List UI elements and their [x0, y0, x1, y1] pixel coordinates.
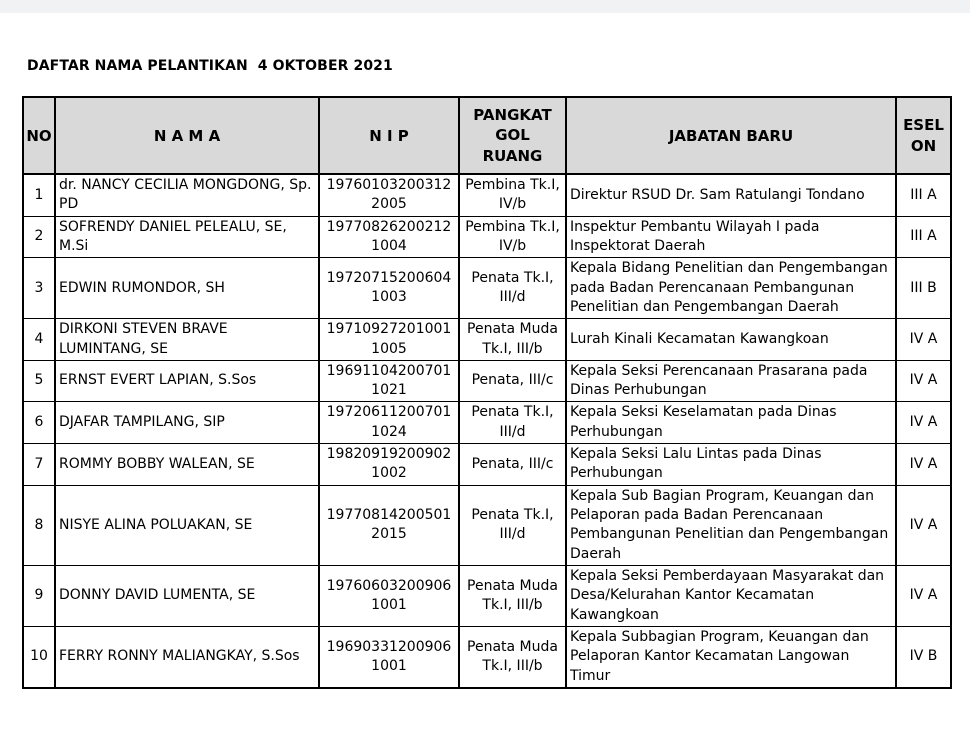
column-header-no: NO	[22, 96, 56, 175]
cell-eselon: III A	[895, 173, 952, 217]
table-row: 1 dr. NANCY CECILIA MONGDONG, Sp. PD 197…	[22, 173, 952, 217]
table-row: 4 DIRKONI STEVEN BRAVE LUMINTANG, SE 197…	[22, 318, 952, 361]
cell-nip: 19770826200212 1004	[318, 215, 460, 259]
cell-pangkat: Pembina Tk.I, IV/b	[458, 215, 567, 259]
column-header-pangkat-label: PANGKAT GOL RUANG	[473, 106, 552, 165]
cell-nama: DIRKONI STEVEN BRAVE LUMINTANG, SE	[54, 318, 320, 361]
cell-nama: DJAFAR TAMPILANG, SIP	[54, 401, 320, 445]
table-row: 3 EDWIN RUMONDOR, SH 19720715200604 1003…	[22, 257, 952, 320]
cell-eselon: IV A	[895, 443, 952, 486]
cell-jabatan: Kepala Subbagian Program, Keuangan dan P…	[565, 625, 897, 689]
cell-no: 4	[22, 318, 56, 361]
cell-no: 8	[22, 484, 56, 566]
cell-no: 5	[22, 359, 56, 403]
cell-pangkat: Penata Tk.I, III/d	[458, 257, 567, 320]
table-row: 6 DJAFAR TAMPILANG, SIP 19720611200701 1…	[22, 401, 952, 445]
cell-no: 9	[22, 564, 56, 627]
cell-pangkat: Penata Tk.I, III/d	[458, 401, 567, 445]
cell-nip: 19691104200701 1021	[318, 359, 460, 403]
cell-nip: 19720715200604 1003	[318, 257, 460, 320]
cell-jabatan: Kepala Seksi Pemberdayaan Masyarakat dan…	[565, 564, 897, 627]
cell-pangkat: Penata Tk.I, III/d	[458, 484, 567, 566]
cell-pangkat: Pembina Tk.I, IV/b	[458, 173, 567, 217]
cell-nama: EDWIN RUMONDOR, SH	[54, 257, 320, 320]
cell-nama: DONNY DAVID LUMENTA, SE	[54, 564, 320, 627]
cell-no: 3	[22, 257, 56, 320]
cell-nip: 19710927201001 1005	[318, 318, 460, 361]
cell-eselon: IV A	[895, 564, 952, 627]
cell-jabatan: Kepala Seksi Lalu Lintas pada Dinas Perh…	[565, 443, 897, 486]
pelantikan-table: NO N A M A N I P PANGKAT GOL RUANG JABAT…	[22, 96, 952, 689]
cell-no: 7	[22, 443, 56, 486]
cell-jabatan: Kepala Seksi Keselamatan pada Dinas Perh…	[565, 401, 897, 445]
table-row: 2 SOFRENDY DANIEL PELEALU, SE, M.Si 1977…	[22, 215, 952, 259]
table-row: 5 ERNST EVERT LAPIAN, S.Sos 196911042007…	[22, 359, 952, 403]
cell-jabatan: Inspektur Pembantu Wilayah I pada Inspek…	[565, 215, 897, 259]
cell-jabatan: Lurah Kinali Kecamatan Kawangkoan	[565, 318, 897, 361]
column-header-nama: N A M A	[54, 96, 320, 175]
column-header-eselon: ESELON	[895, 96, 952, 175]
cell-eselon: IV A	[895, 318, 952, 361]
cell-nama: SOFRENDY DANIEL PELEALU, SE, M.Si	[54, 215, 320, 259]
cell-nip: 19760103200312 2005	[318, 173, 460, 217]
column-header-nama-label: N A M A	[153, 126, 221, 145]
column-header-nip: N I P	[318, 96, 460, 175]
cell-eselon: IV A	[895, 401, 952, 445]
page-title: DAFTAR NAMA PELANTIKAN 4 OKTOBER 2021	[27, 58, 393, 74]
cell-jabatan: Kepala Bidang Penelitian dan Pengembanga…	[565, 257, 897, 320]
column-header-jabatan: JABATAN BARU	[565, 96, 897, 175]
cell-jabatan: Direktur RSUD Dr. Sam Ratulangi Tondano	[565, 173, 897, 217]
column-header-eselon-label: ESELON	[903, 116, 944, 155]
column-header-jabatan-label: JABATAN BARU	[668, 126, 794, 145]
cell-eselon: IV A	[895, 484, 952, 566]
table-row: 9 DONNY DAVID LUMENTA, SE 19760603200906…	[22, 564, 952, 627]
table-row: 7 ROMMY BOBBY WALEAN, SE 19820919200902 …	[22, 443, 952, 486]
cell-no: 1	[22, 173, 56, 217]
window-top-strip	[0, 0, 970, 13]
table-row: 8 NISYE ALINA POLUAKAN, SE 1977081420050…	[22, 484, 952, 566]
cell-nip: 19720611200701 1024	[318, 401, 460, 445]
cell-pangkat: Penata Muda Tk.I, III/b	[458, 318, 567, 361]
cell-nip: 19820919200902 1002	[318, 443, 460, 486]
table-row: 10 FERRY RONNY MALIANGKAY, S.Sos 1969033…	[22, 625, 952, 689]
cell-no: 10	[22, 625, 56, 689]
cell-eselon: IV B	[895, 625, 952, 689]
cell-jabatan: Kepala Seksi Perencanaan Prasarana pada …	[565, 359, 897, 403]
cell-nip: 19770814200501 2015	[318, 484, 460, 566]
cell-no: 6	[22, 401, 56, 445]
cell-nip: 19760603200906 1001	[318, 564, 460, 627]
cell-eselon: III A	[895, 215, 952, 259]
cell-nama: ROMMY BOBBY WALEAN, SE	[54, 443, 320, 486]
cell-nip: 19690331200906 1001	[318, 625, 460, 689]
column-header-no-label: NO	[26, 126, 52, 145]
table-header-row: NO N A M A N I P PANGKAT GOL RUANG JABAT…	[22, 96, 952, 175]
column-header-pangkat: PANGKAT GOL RUANG	[458, 96, 567, 175]
cell-nama: ERNST EVERT LAPIAN, S.Sos	[54, 359, 320, 403]
cell-pangkat: Penata, III/c	[458, 359, 567, 403]
cell-nama: FERRY RONNY MALIANGKAY, S.Sos	[54, 625, 320, 689]
cell-pangkat: Penata Muda Tk.I, III/b	[458, 564, 567, 627]
cell-nama: dr. NANCY CECILIA MONGDONG, Sp. PD	[54, 173, 320, 217]
cell-no: 2	[22, 215, 56, 259]
cell-nama: NISYE ALINA POLUAKAN, SE	[54, 484, 320, 566]
table-body: 1 dr. NANCY CECILIA MONGDONG, Sp. PD 197…	[22, 173, 952, 689]
cell-pangkat: Penata, III/c	[458, 443, 567, 486]
cell-eselon: III B	[895, 257, 952, 320]
document-page: DAFTAR NAMA PELANTIKAN 4 OKTOBER 2021 NO…	[22, 58, 952, 689]
cell-eselon: IV A	[895, 359, 952, 403]
column-header-nip-label: N I P	[369, 126, 409, 145]
cell-pangkat: Penata Muda Tk.I, III/b	[458, 625, 567, 689]
cell-jabatan: Kepala Sub Bagian Program, Keuangan dan …	[565, 484, 897, 566]
